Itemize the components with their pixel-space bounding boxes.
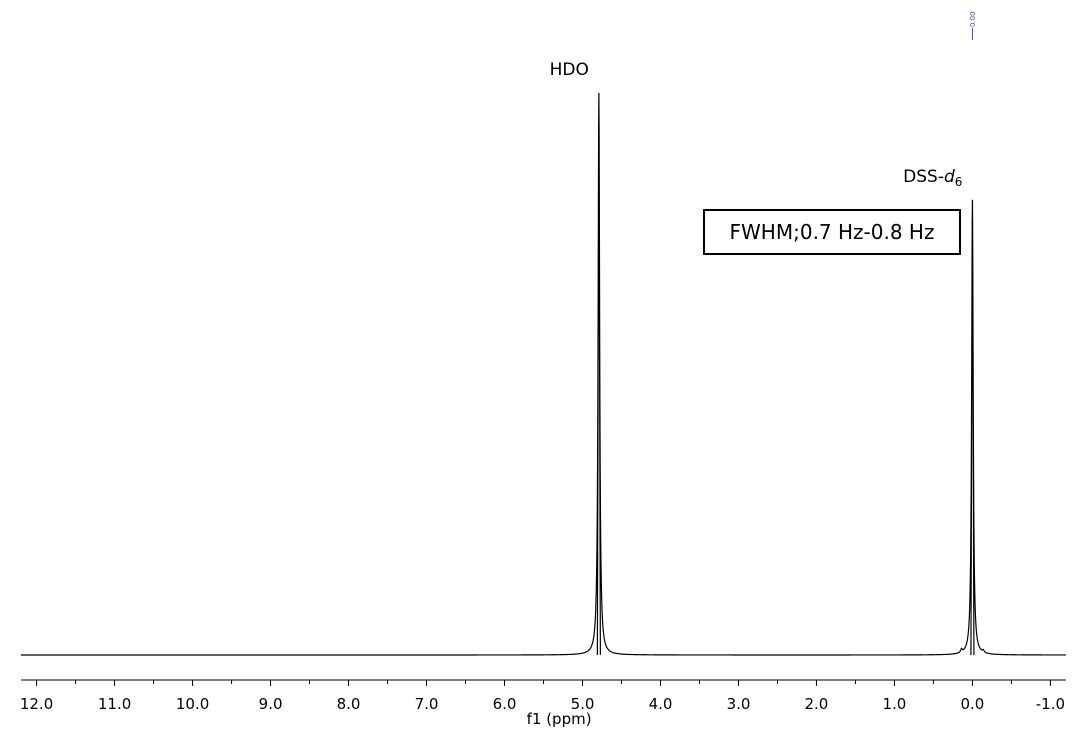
x-tick-label: 2.0 <box>804 695 828 713</box>
x-tick-label: 6.0 <box>493 695 517 713</box>
x-axis-ticks <box>36 680 1051 686</box>
x-tick-label: 11.0 <box>98 695 131 713</box>
fwhm-annotation-text: FWHM;0.7 Hz-0.8 Hz <box>729 220 935 244</box>
x-tick-label: 5.0 <box>571 695 595 713</box>
x-axis-title: f1 (ppm) <box>527 710 592 728</box>
x-tick-label: 9.0 <box>259 695 283 713</box>
x-tick-label: 1.0 <box>882 695 906 713</box>
x-tick-label: 3.0 <box>727 695 751 713</box>
x-tick-label: 12.0 <box>20 695 53 713</box>
peak-labels: HDO DSS-d6 <box>550 60 963 189</box>
x-tick-label: 4.0 <box>649 695 673 713</box>
reference-marker: 0.00 <box>969 11 977 40</box>
peak-label: DSS-d6 <box>903 167 962 189</box>
reference-marker-label: 0.00 <box>969 11 977 27</box>
fwhm-annotation-box: FWHM;0.7 Hz-0.8 Hz <box>703 209 961 255</box>
x-tick-label: 10.0 <box>176 695 209 713</box>
x-tick-label: 7.0 <box>415 695 439 713</box>
x-tick-label: 0.0 <box>960 695 984 713</box>
x-axis-tick-labels: 12.0 11.0 10.0 9.0 8.0 7.0 6.0 5.0 4.0 3.0 2.0 1.0 0… <box>20 695 1065 713</box>
peak-label: HDO <box>550 60 589 80</box>
x-tick-label: 8.0 <box>337 695 361 713</box>
x-tick-label: -1.0 <box>1036 695 1065 713</box>
spectrum-trace <box>21 92 1066 656</box>
